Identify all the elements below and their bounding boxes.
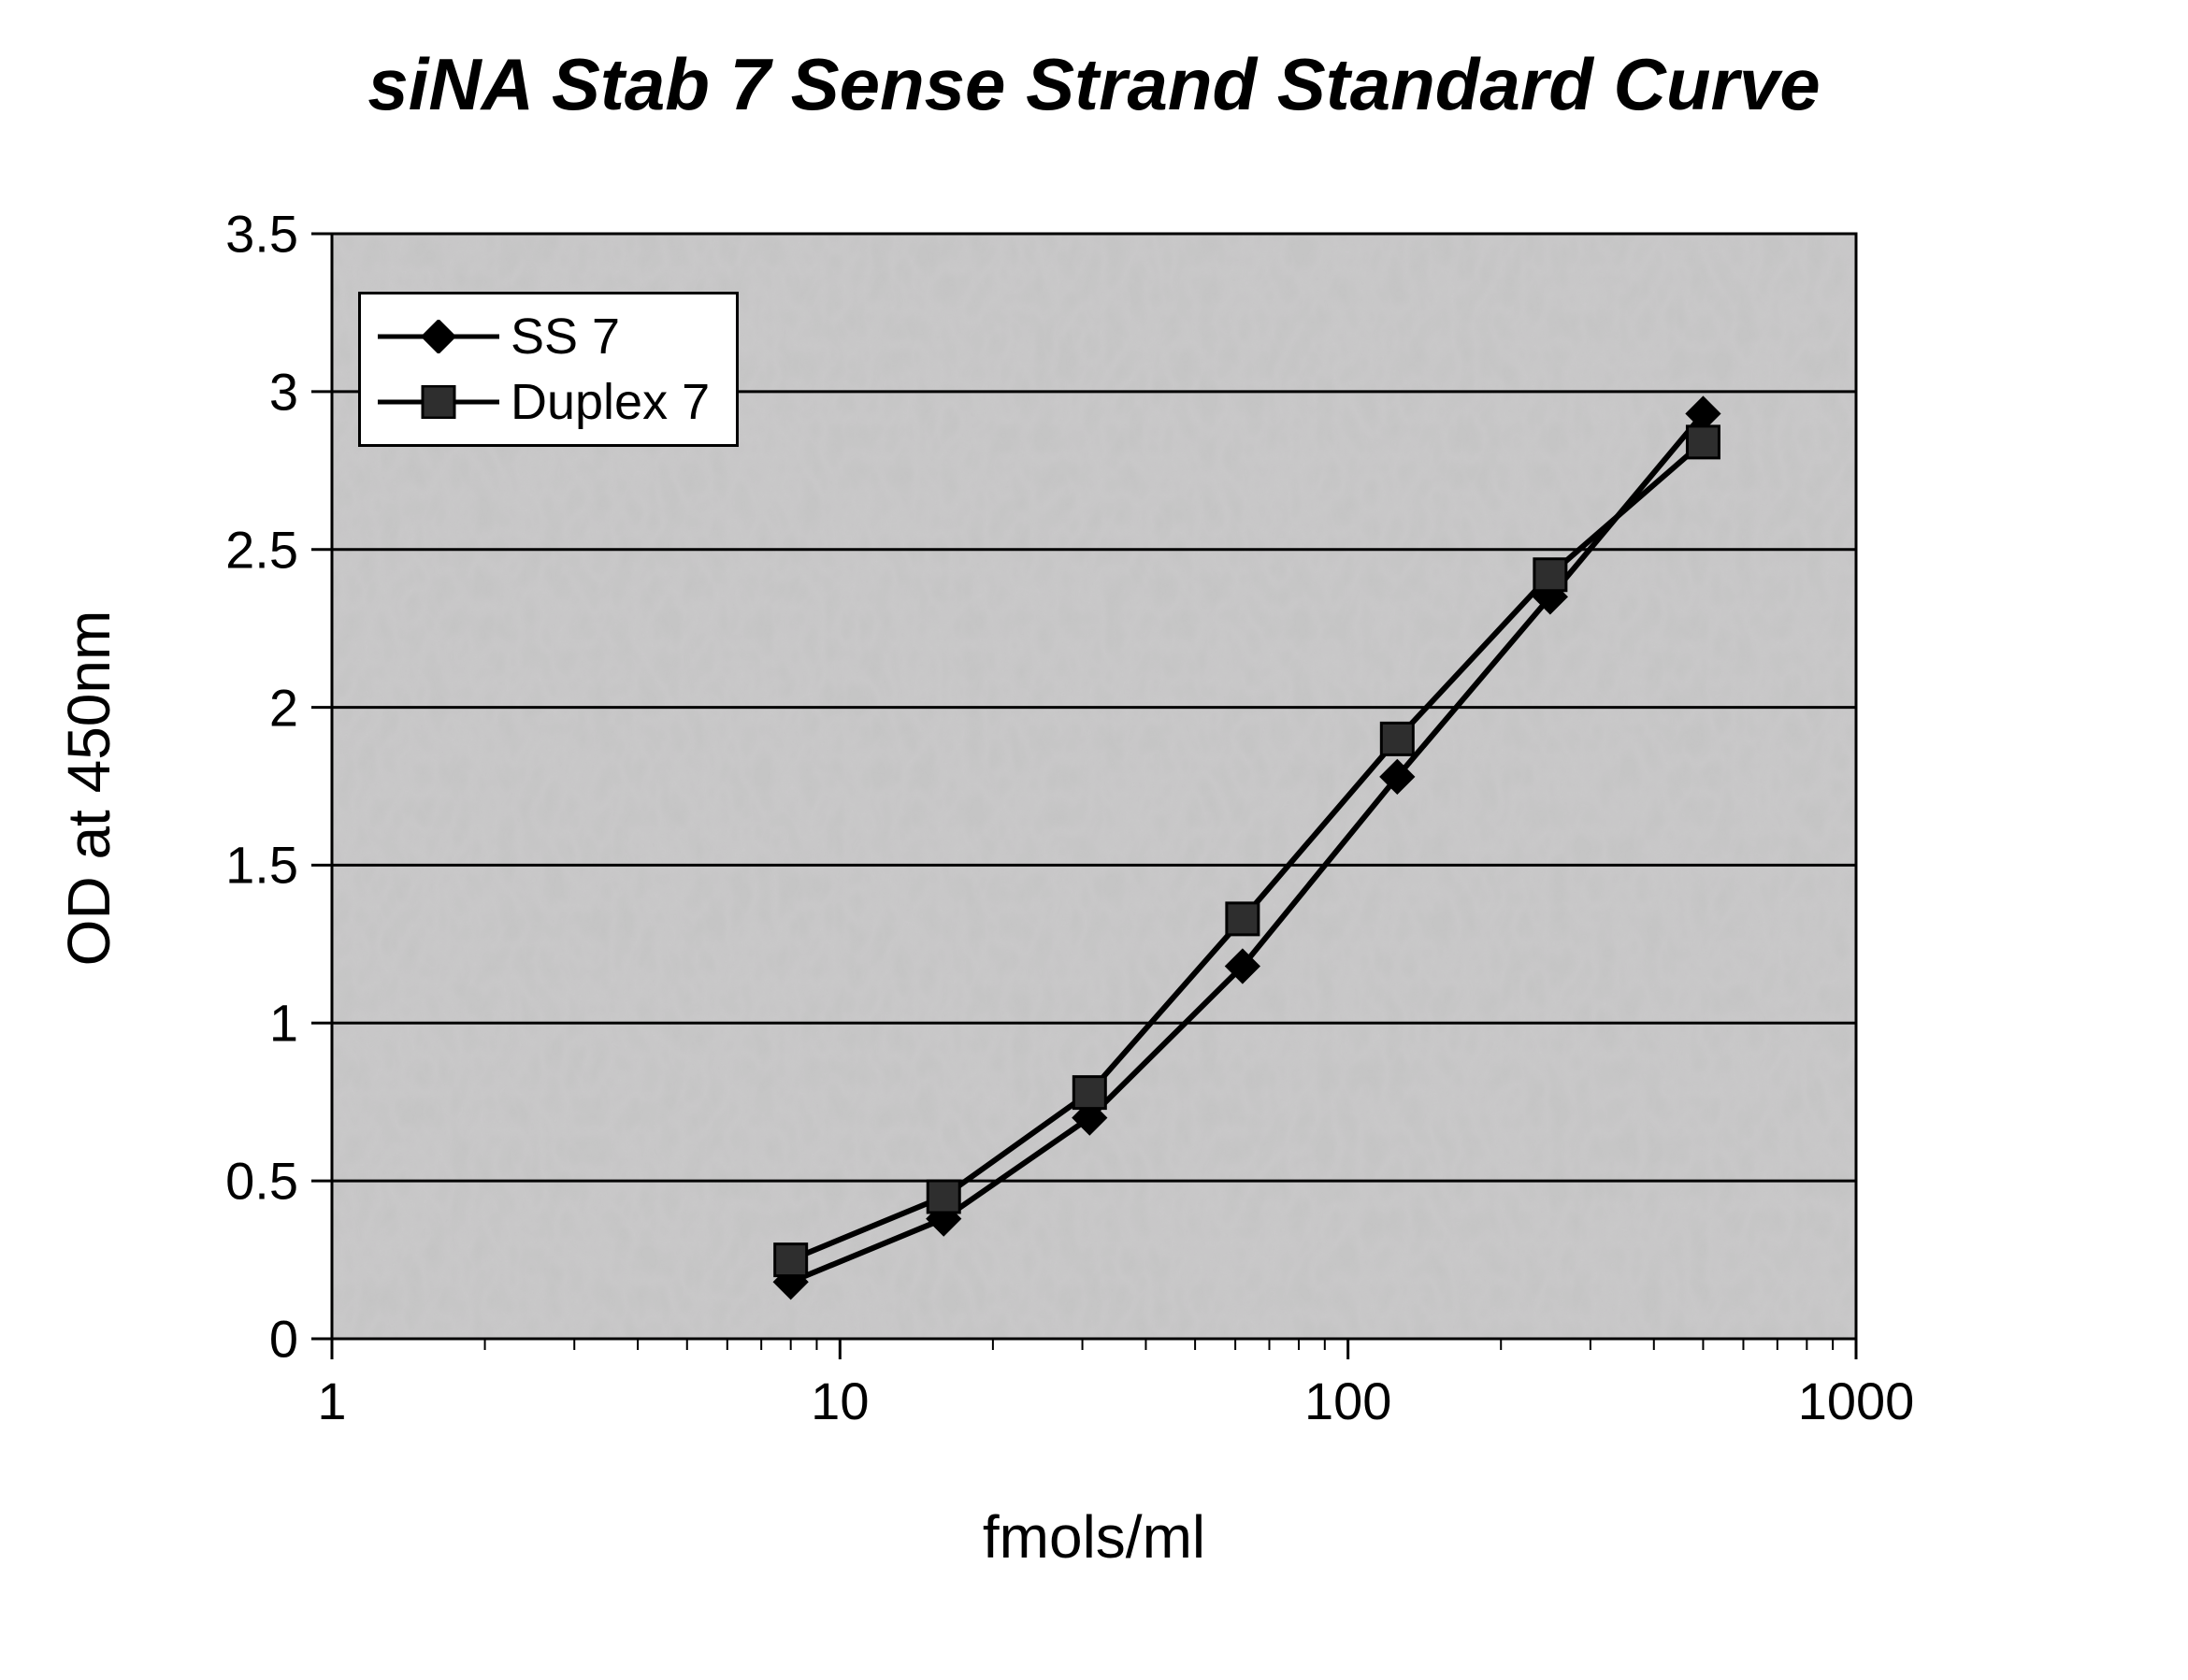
- y-tick-label: 1.5: [225, 835, 298, 896]
- y-tick-label: 0.5: [225, 1151, 298, 1212]
- legend: SS 7 Duplex 7: [358, 292, 739, 447]
- x-tick-label: 1: [317, 1371, 346, 1431]
- x-tick-label: 10: [811, 1371, 869, 1431]
- series-marker-duplex7: [775, 1244, 807, 1276]
- x-tick-label: 100: [1304, 1371, 1391, 1431]
- y-tick-label: 3.5: [225, 204, 298, 265]
- series-marker-duplex7: [1381, 723, 1413, 754]
- y-tick-label: 0: [269, 1309, 298, 1370]
- series-marker-duplex7: [1227, 903, 1259, 935]
- y-axis-label: OD at 450nm: [54, 601, 123, 975]
- x-axis-label: fmols/ml: [907, 1502, 1281, 1572]
- legend-sample-ss7: [378, 320, 499, 353]
- series-marker-duplex7: [928, 1181, 959, 1213]
- y-tick-label: 3: [269, 361, 298, 422]
- y-tick-label: 2.5: [225, 519, 298, 580]
- y-tick-label: 2: [269, 677, 298, 738]
- y-tick-label: 1: [269, 993, 298, 1054]
- legend-label-duplex7: Duplex 7: [511, 377, 710, 427]
- series-marker-duplex7: [1073, 1077, 1105, 1109]
- legend-item-ss7: SS 7: [378, 311, 710, 362]
- legend-label-ss7: SS 7: [511, 311, 620, 362]
- figure: siNA Stab 7 Sense Strand Standard Curve …: [0, 0, 2188, 1680]
- series-marker-duplex7: [1687, 426, 1719, 458]
- x-tick-label: 1000: [1798, 1371, 1915, 1431]
- legend-item-duplex7: Duplex 7: [378, 377, 710, 427]
- legend-sample-duplex7: [378, 385, 499, 419]
- series-marker-duplex7: [1534, 559, 1566, 591]
